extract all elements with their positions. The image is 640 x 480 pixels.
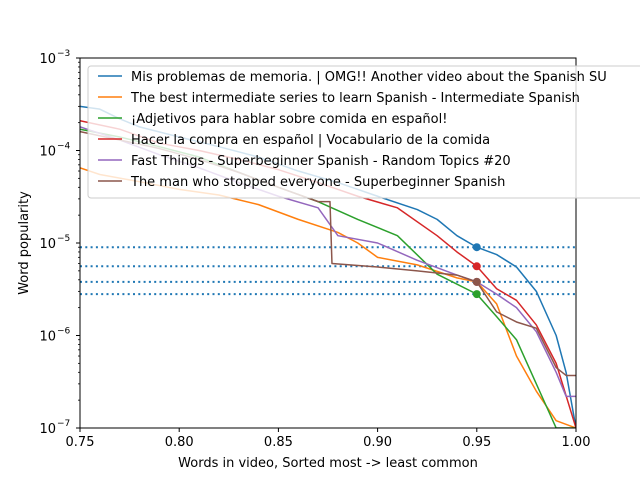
series-marker-3 <box>472 262 481 271</box>
reference-lines <box>80 246 576 296</box>
y-tick-label-2: 10−5 <box>39 234 70 252</box>
x-tick-label-0: 0.75 <box>66 435 95 450</box>
legend-label-0: Mis problemas de memoria. | OMG!! Anothe… <box>131 70 607 85</box>
series-marker-0 <box>472 243 481 252</box>
y-tick-label-3: 10−4 <box>39 142 70 160</box>
series-marker-5 <box>472 277 481 286</box>
y-axis-ticks: 10−7 10−6 10−5 10−4 10−3 <box>39 49 80 437</box>
series-marker-2 <box>472 290 481 299</box>
y-tick-label-4: 10−3 <box>39 49 70 67</box>
legend-label-1: The best intermediate series to learn Sp… <box>130 91 580 106</box>
legend-box <box>87 65 640 199</box>
y-axis-label: Word popularity <box>17 191 32 295</box>
x-tick-label-5: 1.00 <box>562 435 591 450</box>
y-tick-label-0: 10−7 <box>39 419 70 437</box>
x-tick-label-2: 0.85 <box>264 435 293 450</box>
legend-label-2: ¡Adjetivos para hablar sobre comida en e… <box>131 112 447 127</box>
x-axis-ticks: 0.75 0.80 0.85 0.90 0.95 1.00 <box>66 428 591 450</box>
legend-label-4: Fast Things - Superbeginner Spanish - Ra… <box>131 154 511 169</box>
legend-label-5: The man who stopped everyone - Superbegi… <box>130 175 505 190</box>
x-tick-label-1: 0.80 <box>165 435 194 450</box>
series-markers <box>472 243 481 299</box>
y-tick-label-1: 10−6 <box>39 327 70 345</box>
x-axis-label: Words in video, Sorted most -> least com… <box>178 456 478 471</box>
x-tick-label-3: 0.90 <box>363 435 392 450</box>
legend-label-3: Hacer la compra en español | Vocabulario… <box>131 133 490 148</box>
x-tick-label-4: 0.95 <box>462 435 491 450</box>
legend: Mis problemas de memoria. | OMG!! Anothe… <box>87 65 640 199</box>
